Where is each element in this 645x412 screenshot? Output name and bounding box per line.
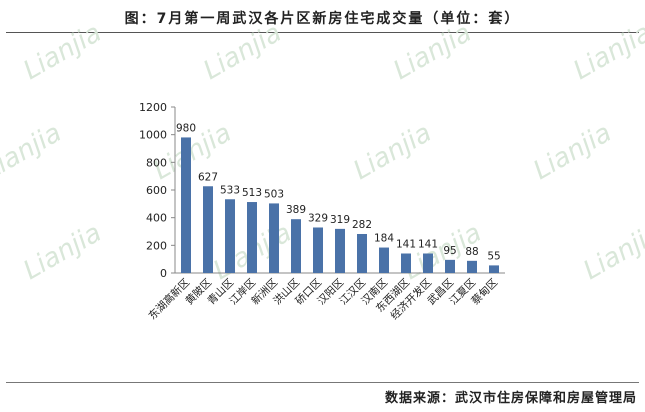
y-tick-label: 400 xyxy=(146,212,167,225)
bar-value-label: 88 xyxy=(465,246,478,258)
bar-value-label: 319 xyxy=(330,214,350,226)
watermark-logo: Lianjia xyxy=(389,18,477,86)
footer-divider xyxy=(6,382,639,383)
y-tick-label: 1200 xyxy=(139,101,167,114)
bar xyxy=(313,227,323,273)
y-tick-label: 0 xyxy=(160,267,167,280)
x-tick-labels: 东湖高新区黄陂区青山区江岸区新洲区洪山区硚口区汉阳区江汉区汉南区东西湖区经济开发… xyxy=(146,276,500,322)
bar-value-label: 513 xyxy=(242,187,262,199)
watermark-logo: Lianjia xyxy=(19,218,107,286)
bar-value-label: 141 xyxy=(396,238,416,250)
watermark-logo: Lianjia xyxy=(19,18,107,86)
bar-value-label: 533 xyxy=(220,184,240,196)
y-tick-label: 1000 xyxy=(139,129,167,142)
bar xyxy=(489,265,499,273)
watermark-logo: Lianjia xyxy=(0,118,67,186)
chart-title: 图：7月第一周武汉各片区新房住宅成交量（单位：套） xyxy=(124,11,521,27)
bar-value-label: 329 xyxy=(308,212,328,224)
title-divider xyxy=(6,32,639,33)
bar-value-label: 503 xyxy=(264,188,284,200)
bar-value-label: 141 xyxy=(418,238,438,250)
bar-value-label: 55 xyxy=(487,250,500,262)
bar xyxy=(225,199,235,273)
bar-value-label: 389 xyxy=(286,204,306,216)
bar xyxy=(335,228,345,273)
bar xyxy=(203,186,213,273)
bar xyxy=(467,260,477,273)
bar xyxy=(357,233,367,273)
bar xyxy=(401,253,411,273)
bar-value-label: 95 xyxy=(443,245,456,257)
watermark-logo: Lianjia xyxy=(349,118,437,186)
y-tick-label: 600 xyxy=(146,184,167,197)
bar xyxy=(247,202,257,273)
watermark-logo: Lianjia xyxy=(199,18,287,86)
bar xyxy=(379,247,389,273)
bar xyxy=(181,137,191,273)
bar-value-label: 282 xyxy=(352,219,372,231)
watermark-logo: Lianjia xyxy=(579,218,645,286)
bar xyxy=(291,219,301,273)
watermark-logo: Lianjia xyxy=(569,18,645,86)
bar xyxy=(269,203,279,273)
bar xyxy=(445,259,455,273)
bar xyxy=(423,253,433,273)
y-tick-label: 200 xyxy=(146,239,167,252)
bar-value-label: 184 xyxy=(374,233,394,245)
data-source: 数据来源：武汉市住房保障和房屋管理局 xyxy=(384,391,637,406)
watermark-logo: Lianjia xyxy=(529,118,617,186)
bars xyxy=(181,137,499,273)
y-tick-label: 800 xyxy=(146,156,167,169)
bar-value-label: 627 xyxy=(198,171,218,183)
bar-value-label: 980 xyxy=(176,122,196,134)
